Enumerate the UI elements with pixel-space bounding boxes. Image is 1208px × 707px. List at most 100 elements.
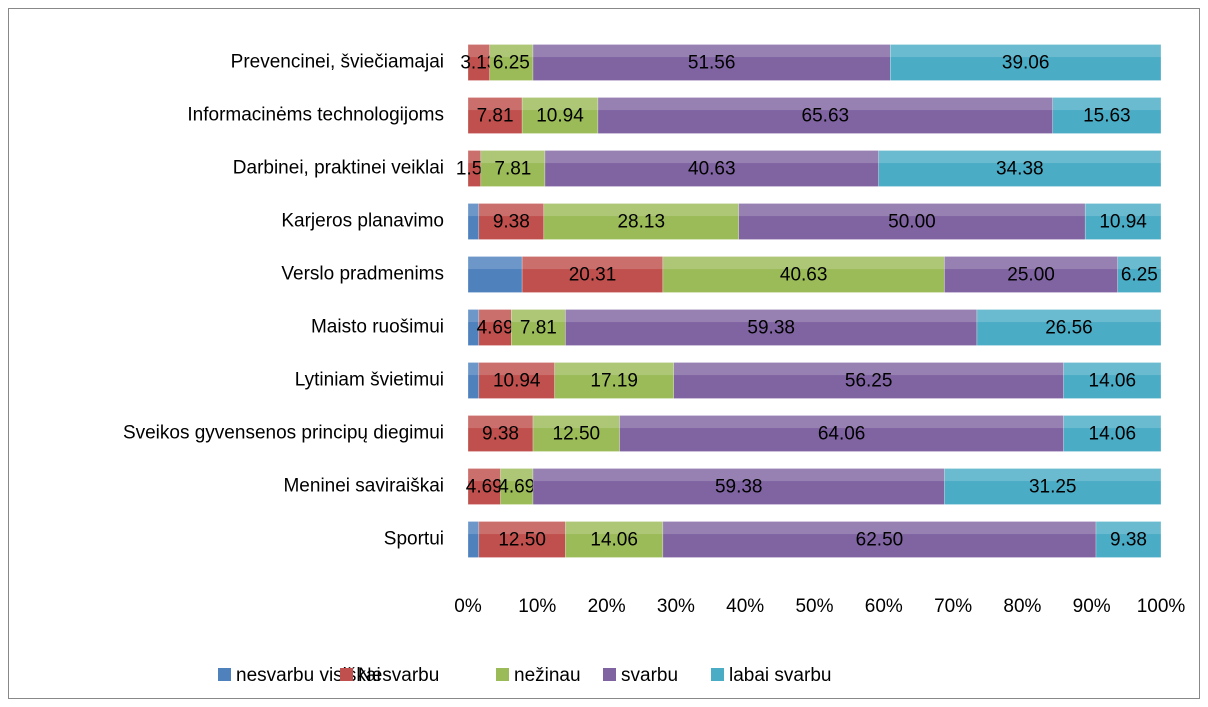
bar-segment xyxy=(662,256,945,293)
data-label: 28.13 xyxy=(617,212,665,233)
bar-shine xyxy=(544,150,879,164)
bar-shine xyxy=(468,521,479,535)
bar-segment xyxy=(521,97,599,134)
data-label: 25.00 xyxy=(1007,265,1055,286)
bar-shine xyxy=(1063,362,1161,376)
bar-segment xyxy=(467,415,534,452)
x-tick-label: 100% xyxy=(1137,596,1186,617)
bar-shine xyxy=(468,309,479,323)
data-label: 59.38 xyxy=(747,318,795,339)
data-label: 12.50 xyxy=(498,530,546,551)
bar-segment xyxy=(890,44,1162,81)
bar-segment xyxy=(500,468,534,505)
y-tick-label: Lytiniam švietimui xyxy=(295,370,444,391)
bar-shine xyxy=(511,309,566,323)
bar-segment xyxy=(532,415,620,452)
bar-shine xyxy=(738,203,1086,217)
data-label: 9.38 xyxy=(482,424,519,445)
legend-label: labai svarbu xyxy=(729,665,831,686)
bar-shine xyxy=(1117,256,1161,270)
bar-segment xyxy=(489,44,534,81)
bar-shine xyxy=(565,309,977,323)
bar-shine xyxy=(662,256,945,270)
data-label: 20.31 xyxy=(569,265,617,286)
data-label: 14.06 xyxy=(1089,424,1137,445)
bar-segment xyxy=(544,150,879,187)
y-tick-label: Prevencinei, šviečiamajai xyxy=(231,52,444,73)
bar-segment xyxy=(543,203,739,240)
data-label: 10.94 xyxy=(493,371,541,392)
data-label: 31.25 xyxy=(1029,477,1077,498)
legend-marker xyxy=(340,668,353,681)
bar-segment xyxy=(597,97,1053,134)
data-label: 40.63 xyxy=(780,265,828,286)
bar-shine xyxy=(478,521,566,535)
data-label: 56.25 xyxy=(845,371,893,392)
bar-shine xyxy=(565,521,663,535)
legend-marker xyxy=(218,668,231,681)
bar-shine xyxy=(478,309,512,323)
data-label: 4.69 xyxy=(477,318,514,339)
data-label: 9.38 xyxy=(493,212,530,233)
data-label: 6.25 xyxy=(1121,265,1158,286)
bar-shine xyxy=(890,44,1161,58)
bar-segment xyxy=(467,468,501,505)
bar-segment xyxy=(565,521,664,558)
bar-segment xyxy=(478,203,545,240)
bar-segment xyxy=(1063,362,1162,399)
bar-shine xyxy=(468,415,534,429)
data-label: 50.00 xyxy=(888,212,936,233)
data-label: 51.56 xyxy=(688,53,736,74)
data-label: 62.50 xyxy=(856,530,904,551)
bar-shine xyxy=(543,203,739,217)
x-tick-label: 60% xyxy=(865,596,903,617)
bar-shine xyxy=(533,415,620,429)
bar-shine xyxy=(478,362,555,376)
x-tick-label: 0% xyxy=(454,596,482,617)
bar-segment xyxy=(1052,97,1162,134)
bar-shine xyxy=(468,468,501,482)
bar-segment xyxy=(532,468,945,505)
bar-segment xyxy=(554,362,675,399)
bar-shine xyxy=(1052,97,1161,111)
bar-shine xyxy=(878,150,1161,164)
data-label: 59.38 xyxy=(715,477,763,498)
bar-segment xyxy=(478,362,555,399)
data-label: 15.63 xyxy=(1083,106,1131,127)
bar-segment xyxy=(511,309,566,346)
x-tick-label: 40% xyxy=(726,596,764,617)
bar-shine xyxy=(1063,415,1161,429)
data-label: 39.06 xyxy=(1002,53,1050,74)
data-label: 10.94 xyxy=(1099,212,1147,233)
data-label: 3.13 xyxy=(460,53,497,74)
legend-label: Nesvarbu xyxy=(358,665,439,686)
data-label: 14.06 xyxy=(1089,371,1137,392)
bar-segment xyxy=(878,150,1162,187)
data-label: 34.38 xyxy=(996,159,1044,180)
data-label: 14.06 xyxy=(590,530,638,551)
y-tick-label: Maisto ruošimui xyxy=(311,317,444,338)
data-label: 12.50 xyxy=(553,424,601,445)
bar-shine xyxy=(976,309,1161,323)
x-tick-label: 20% xyxy=(588,596,626,617)
bar-segment xyxy=(1095,521,1162,558)
bar-shine xyxy=(597,97,1053,111)
data-label: 4.69 xyxy=(466,477,503,498)
bar-shine xyxy=(522,97,598,111)
data-label: 6.25 xyxy=(493,53,530,74)
bar-segment xyxy=(976,309,1162,346)
legend-marker xyxy=(711,668,724,681)
data-label: 7.81 xyxy=(494,159,531,180)
bar-shine xyxy=(533,44,891,58)
bar-shine xyxy=(468,362,479,376)
bar-segment xyxy=(944,256,1118,293)
bar-shine xyxy=(554,362,674,376)
data-label: 17.19 xyxy=(590,371,638,392)
bar-segment xyxy=(1084,203,1162,240)
y-tick-label: Sportui xyxy=(384,529,444,550)
bar-shine xyxy=(489,44,534,58)
bar-shine xyxy=(522,256,663,270)
data-label: 26.56 xyxy=(1045,318,1093,339)
y-tick-label: Verslo pradmenims xyxy=(281,264,444,285)
bar-shine xyxy=(673,362,1064,376)
